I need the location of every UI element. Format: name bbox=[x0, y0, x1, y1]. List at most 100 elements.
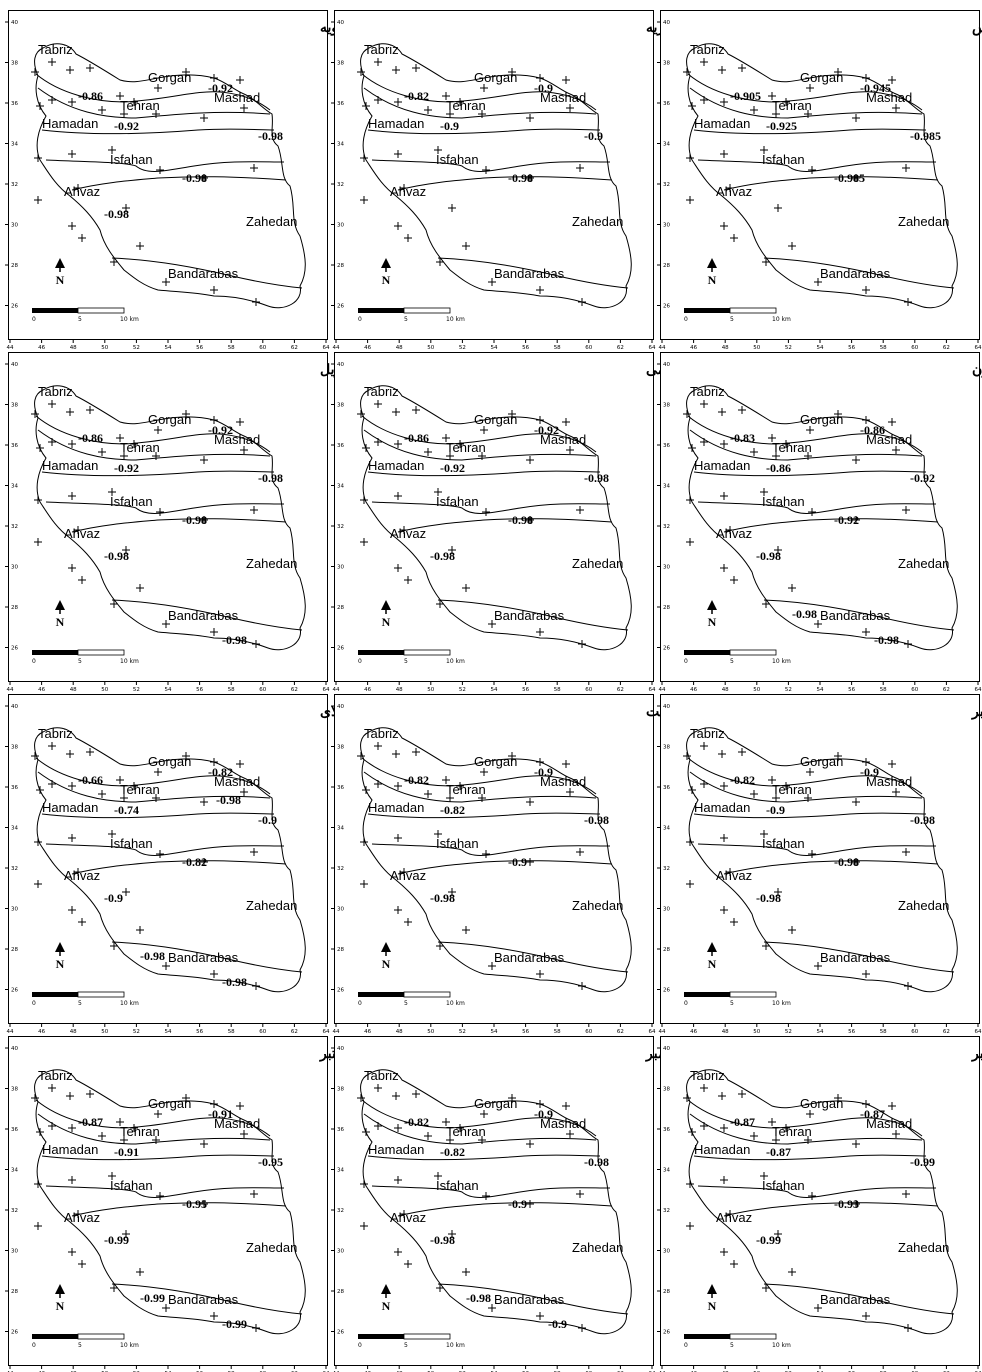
y-tick-label: 28 bbox=[663, 263, 670, 269]
isoline bbox=[41, 812, 275, 819]
city-label: Tabriz bbox=[38, 726, 73, 741]
contour-label: -0.925 bbox=[766, 119, 797, 133]
north-label: N bbox=[708, 957, 717, 971]
contour-label: -0.99 bbox=[222, 1317, 247, 1331]
x-tick-label: 62 bbox=[943, 687, 950, 693]
contour-label: -0.9 bbox=[508, 855, 527, 869]
scale-bar: 0 5 10 km bbox=[32, 1333, 139, 1349]
isoline bbox=[361, 1099, 597, 1137]
contour-label: -0.98 bbox=[910, 813, 935, 827]
city-label: Zahedan bbox=[246, 214, 297, 229]
city-label: Gorgan bbox=[148, 70, 191, 85]
north-arrow-head bbox=[55, 1284, 65, 1294]
scale-label: 5 bbox=[404, 316, 408, 323]
x-tick-label: 52 bbox=[785, 345, 792, 351]
contour-label: -0.9 bbox=[534, 1107, 553, 1121]
x-tick-label: 62 bbox=[291, 687, 298, 693]
city-label: Zahedan bbox=[572, 1240, 623, 1255]
map-panel: 44464850525456586062644038363432302826Ta… bbox=[657, 1036, 982, 1372]
x-tick-label: 52 bbox=[459, 1029, 466, 1035]
scale-bar-dark bbox=[32, 1334, 78, 1339]
city-label: Zahedan bbox=[572, 898, 623, 913]
city-label: Mashad bbox=[866, 432, 912, 447]
city-label: Zahedan bbox=[246, 898, 297, 913]
y-tick-label: 30 bbox=[663, 223, 670, 229]
y-tick-label: 38 bbox=[337, 403, 344, 409]
x-tick-label: 60 bbox=[911, 687, 918, 693]
isoline bbox=[693, 812, 927, 819]
contour-label: -0.98 bbox=[834, 855, 859, 869]
scale-bar-light bbox=[729, 991, 777, 998]
y-tick-label: 38 bbox=[337, 745, 344, 751]
y-tick-label: 40 bbox=[337, 20, 344, 26]
y-tick-label: 36 bbox=[337, 443, 344, 449]
isoline bbox=[397, 1202, 613, 1217]
city-label: Isfahan bbox=[436, 1178, 479, 1193]
x-tick-label: 56 bbox=[848, 345, 855, 351]
north-arrow-head bbox=[707, 258, 717, 268]
y-tick-label: 30 bbox=[337, 1249, 344, 1255]
x-tick-label: 62 bbox=[617, 1029, 624, 1035]
y-tick-label: 26 bbox=[11, 646, 18, 652]
city-label: Isfahan bbox=[762, 836, 805, 851]
city-label: Hamadan bbox=[368, 800, 424, 815]
contour-label: -0.82 bbox=[182, 855, 207, 869]
scale-label: 0 bbox=[358, 316, 362, 323]
y-tick-label: 32 bbox=[11, 1208, 18, 1214]
city-label: Bandarabas bbox=[494, 1292, 565, 1307]
scale-bar-light bbox=[403, 1333, 451, 1340]
city-label: Tabriz bbox=[364, 1068, 399, 1083]
x-tick-label: 58 bbox=[228, 345, 235, 351]
x-tick-label: 60 bbox=[585, 687, 592, 693]
isoline bbox=[361, 73, 597, 111]
x-tick-label: 50 bbox=[101, 345, 108, 351]
y-tick-label: 36 bbox=[337, 101, 344, 107]
contour-label: -0.9 bbox=[104, 891, 123, 905]
y-tick-label: 40 bbox=[663, 1046, 670, 1052]
x-tick-label: 48 bbox=[396, 687, 403, 693]
country-border bbox=[34, 43, 306, 309]
x-tick-label: 54 bbox=[491, 687, 498, 693]
north-arrow-icon: N bbox=[381, 1284, 391, 1313]
scale-label: 10 km bbox=[120, 658, 139, 665]
x-tick-label: 60 bbox=[585, 345, 592, 351]
city-label: Ahvaz bbox=[64, 526, 100, 541]
scale-label: 0 bbox=[358, 1342, 362, 1349]
city-label: Bandarabas bbox=[820, 950, 891, 965]
north-label: N bbox=[708, 615, 717, 629]
x-tick-label: 62 bbox=[291, 1029, 298, 1035]
contour-label: -0.82 bbox=[208, 765, 233, 779]
y-tick-label: 38 bbox=[337, 61, 344, 67]
contour-label: -0.985 bbox=[910, 129, 941, 143]
y-tick-label: 36 bbox=[663, 101, 670, 107]
x-tick-label: 58 bbox=[228, 1029, 235, 1035]
x-tick-label: 46 bbox=[38, 687, 45, 693]
north-arrow-icon: N bbox=[707, 1284, 717, 1313]
city-label: Bandarabas bbox=[820, 608, 891, 623]
city-label: Tabriz bbox=[38, 42, 73, 57]
country-border bbox=[686, 43, 958, 309]
isoline bbox=[35, 1099, 271, 1137]
y-tick-label: 34 bbox=[337, 484, 344, 490]
x-tick-label: 52 bbox=[133, 687, 140, 693]
isoline bbox=[689, 1113, 923, 1145]
x-tick-label: 58 bbox=[554, 345, 561, 351]
north-label: N bbox=[56, 273, 65, 287]
x-tick-label: 46 bbox=[690, 345, 697, 351]
isoline bbox=[437, 1283, 629, 1315]
city-label: Tehran bbox=[446, 1124, 486, 1139]
isoline bbox=[37, 771, 271, 803]
x-tick-label: 50 bbox=[427, 687, 434, 693]
contour-label: -0.74 bbox=[114, 803, 139, 817]
contour-label: -0.98 bbox=[222, 633, 247, 647]
scale-bar: 0 5 10 km bbox=[358, 307, 465, 323]
city-label: Isfahan bbox=[762, 1178, 805, 1193]
x-tick-label: 56 bbox=[196, 687, 203, 693]
contour-label: -0.87 bbox=[78, 1115, 103, 1129]
contour-label: -0.99 bbox=[910, 1155, 935, 1169]
city-label: Hamadan bbox=[42, 1142, 98, 1157]
isoline bbox=[723, 860, 939, 875]
contour-label: -0.9 bbox=[860, 765, 879, 779]
map-frame bbox=[8, 1036, 328, 1366]
